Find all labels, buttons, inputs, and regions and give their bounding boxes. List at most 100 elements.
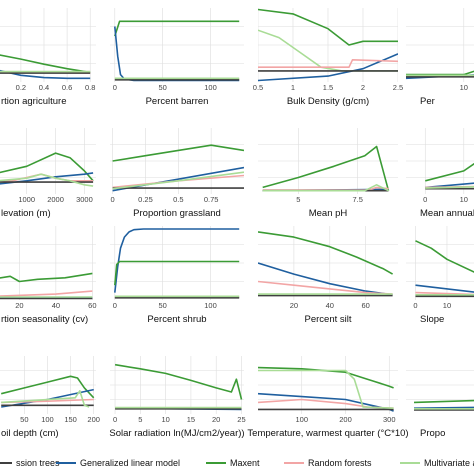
gridlines bbox=[258, 128, 398, 194]
series-lines bbox=[112, 144, 244, 192]
series-multivariate_adaptive bbox=[262, 184, 389, 192]
x-axis-label: Percent barren bbox=[146, 96, 209, 107]
series-random_forests bbox=[0, 290, 93, 297]
panel-15: 100 200 300 Temperature, warmest quarter (°… bbox=[247, 356, 409, 439]
series-maxent bbox=[0, 152, 94, 182]
legend-label: Maxent bbox=[230, 458, 260, 468]
x-tick-label: 60 bbox=[362, 301, 370, 310]
series-generalized_linear_model bbox=[425, 182, 474, 189]
x-tick-label: 1.5 bbox=[323, 83, 333, 92]
legend-item-generalized-linear-model: Generalized linear model bbox=[56, 458, 180, 468]
x-tick-label: 40 bbox=[52, 301, 60, 310]
x-tick-label: 15 bbox=[187, 415, 195, 424]
series-multivariate_adaptive bbox=[0, 173, 94, 187]
x-tick-label: 10 bbox=[460, 83, 468, 92]
x-tick-label: 0.5 bbox=[253, 83, 263, 92]
gridlines bbox=[0, 128, 96, 194]
legend-item-regression-trees: ssion trees bbox=[0, 458, 60, 468]
series-lines bbox=[406, 70, 474, 80]
x-axis-label: Percent silt bbox=[305, 314, 352, 325]
panel-7: 5 7.5 Mean pH bbox=[258, 128, 398, 219]
x-tick-label: 3000 bbox=[76, 195, 93, 204]
series-lines bbox=[0, 54, 91, 80]
x-axis-label: Mean annual bbox=[420, 208, 474, 219]
x-axis-label: Solar radiation ln(MJ/cm2/year)) bbox=[109, 428, 244, 439]
legend-item-random-forests: Random forests bbox=[284, 458, 372, 468]
x-tick-label: 0 bbox=[413, 301, 417, 310]
x-tick-label: 100 bbox=[295, 415, 308, 424]
x-tick-label: 40 bbox=[326, 301, 334, 310]
gridlines bbox=[406, 370, 474, 400]
series-maxent bbox=[0, 272, 93, 283]
series-maxent bbox=[262, 145, 390, 191]
x-axis-label: Propo bbox=[420, 428, 445, 439]
series-generalized_linear_model bbox=[114, 26, 240, 82]
series-multivariate_adaptive bbox=[1, 389, 90, 408]
x-axis-label: oil depth (cm) bbox=[1, 428, 59, 439]
x-tick-label: 7.5 bbox=[352, 195, 362, 204]
x-tick-label: 150 bbox=[64, 415, 77, 424]
x-tick-label: 0 bbox=[113, 415, 117, 424]
x-tick-label: 60 bbox=[88, 301, 96, 310]
series-multivariate_adaptive bbox=[258, 369, 394, 409]
x-tick-label: 0 bbox=[113, 301, 117, 310]
x-tick-label: 0.75 bbox=[204, 195, 219, 204]
x-tick-label: 0 bbox=[423, 195, 427, 204]
series-random_forests bbox=[258, 58, 398, 68]
series-lines bbox=[258, 8, 398, 82]
series-lines bbox=[114, 363, 243, 411]
x-tick-label: 2.5 bbox=[393, 83, 403, 92]
legend-label: Multivariate ad bbox=[424, 458, 474, 468]
series-lines bbox=[415, 240, 474, 298]
x-axis-label: Proportion grassland bbox=[133, 208, 221, 219]
series-lines bbox=[262, 145, 390, 192]
x-tick-label: 100 bbox=[204, 301, 217, 310]
x-tick-label: 20 bbox=[290, 301, 298, 310]
legend-label: Generalized linear model bbox=[80, 458, 180, 468]
series-maxent bbox=[425, 162, 474, 182]
series-maxent bbox=[114, 363, 243, 400]
series-multivariate_adaptive bbox=[425, 186, 474, 189]
x-axis-label: levation (m) bbox=[1, 208, 51, 219]
x-tick-label: 10 bbox=[460, 195, 468, 204]
legend-label: ssion trees bbox=[16, 458, 60, 468]
panel-5: 1000 2000 3000 levation (m) bbox=[0, 128, 96, 219]
legend: ssion trees Generalized linear model Maxen… bbox=[0, 458, 474, 468]
series-lines bbox=[413, 399, 474, 411]
x-axis-label: Temperature, warmest quarter (°C*10) bbox=[247, 428, 408, 439]
x-tick-label: 10 bbox=[443, 301, 451, 310]
x-axis-label: Percent shrub bbox=[147, 314, 206, 325]
series-maxent bbox=[413, 399, 474, 404]
x-tick-label: 50 bbox=[20, 415, 28, 424]
x-tick-label: 200 bbox=[339, 415, 352, 424]
series-maxent bbox=[258, 8, 398, 46]
x-tick-label: 0 bbox=[111, 195, 115, 204]
series-random_forests bbox=[258, 280, 393, 295]
series-maxent bbox=[114, 260, 240, 286]
x-axis-label: rtion seasonality (cv) bbox=[1, 314, 88, 325]
gridlines bbox=[0, 226, 96, 300]
x-tick-label: 5 bbox=[296, 195, 300, 204]
x-tick-label: 100 bbox=[41, 415, 54, 424]
panel-11: 20 40 60 Percent silt bbox=[258, 226, 398, 325]
x-tick-label: 200 bbox=[87, 415, 100, 424]
panel-6: 0 0.25 0.5 0.75 Proportion grassland bbox=[110, 128, 244, 219]
x-tick-label: 10 bbox=[161, 415, 169, 424]
x-tick-label: 50 bbox=[158, 301, 166, 310]
x-axis-label: Per bbox=[420, 96, 435, 107]
x-tick-label: 0.25 bbox=[138, 195, 153, 204]
series-maxent bbox=[1, 375, 95, 399]
series-generalized_linear_model bbox=[258, 262, 393, 296]
x-tick-label: 0 bbox=[113, 83, 117, 92]
panel-2: 0 50 100 Percent barren bbox=[110, 8, 244, 107]
series-multivariate_adaptive bbox=[112, 171, 244, 190]
panel-10: 0 50 100 Percent shrub bbox=[110, 226, 244, 325]
x-tick-label: 0.5 bbox=[173, 195, 183, 204]
x-tick-label: 300 bbox=[383, 415, 396, 424]
x-tick-label: 20 bbox=[15, 301, 23, 310]
gridlines bbox=[110, 8, 244, 82]
x-tick-label: 100 bbox=[204, 83, 217, 92]
series-maxent bbox=[114, 20, 240, 37]
x-tick-label: 20 bbox=[212, 415, 220, 424]
